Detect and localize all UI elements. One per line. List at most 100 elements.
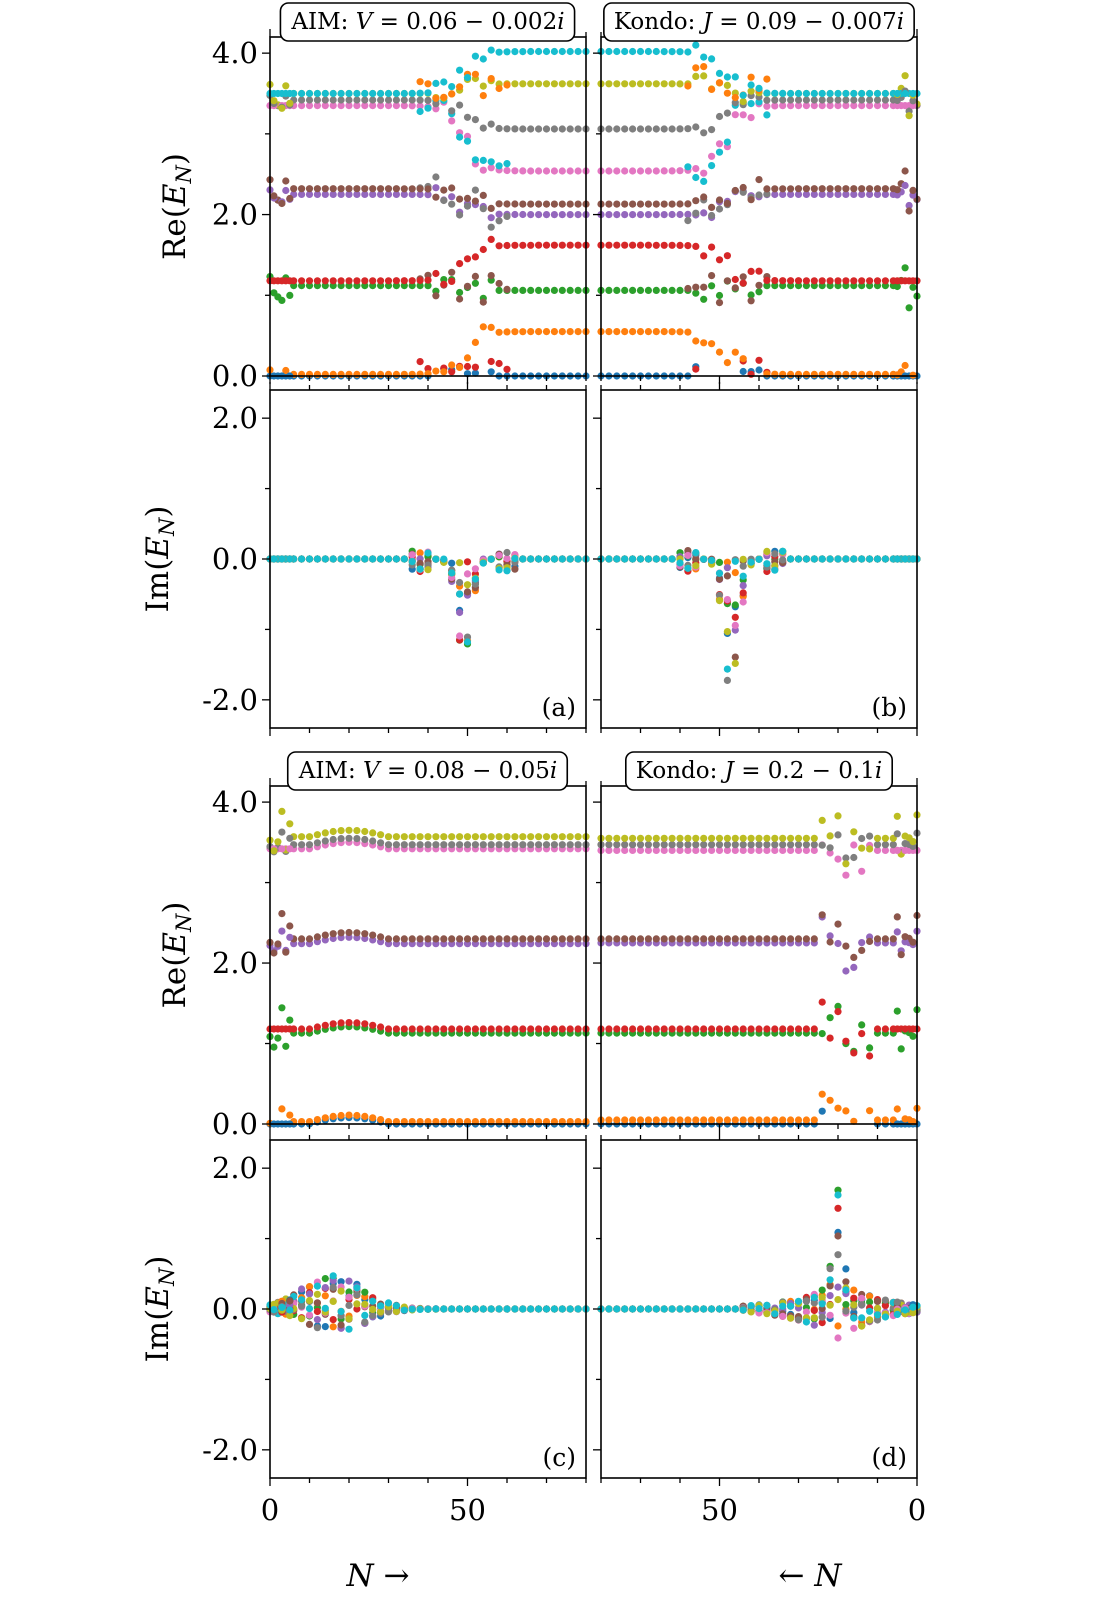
energy-point bbox=[747, 558, 755, 566]
energy-point bbox=[329, 1112, 337, 1120]
energy-point bbox=[893, 186, 901, 194]
energy-point bbox=[873, 935, 882, 943]
energy-point bbox=[605, 211, 613, 219]
energy-point bbox=[527, 841, 535, 849]
energy-point bbox=[842, 555, 850, 563]
energy-point bbox=[463, 588, 472, 596]
energy-point bbox=[787, 370, 795, 378]
energy-point bbox=[700, 935, 708, 943]
energy-point bbox=[542, 80, 551, 88]
energy-point bbox=[747, 100, 755, 108]
energy-point bbox=[787, 834, 795, 842]
energy-point bbox=[787, 185, 795, 193]
energy-point bbox=[731, 659, 739, 668]
energy-point bbox=[535, 47, 543, 56]
energy-point bbox=[909, 1303, 917, 1311]
energy-point bbox=[684, 200, 692, 208]
energy-point bbox=[893, 913, 901, 921]
energy-point bbox=[416, 89, 424, 97]
energy-point bbox=[566, 833, 574, 841]
energy-point bbox=[558, 841, 566, 849]
energy-point bbox=[353, 1019, 361, 1027]
energy-point bbox=[636, 47, 645, 56]
energy-point bbox=[708, 243, 716, 251]
energy-point bbox=[456, 133, 464, 141]
energy-point bbox=[850, 1301, 858, 1309]
energy-point bbox=[834, 1283, 842, 1291]
energy-point bbox=[676, 834, 684, 842]
energy-point bbox=[873, 190, 882, 198]
energy-point bbox=[739, 841, 747, 849]
energy-point bbox=[456, 578, 464, 587]
energy-point bbox=[613, 1116, 621, 1124]
energy-point bbox=[487, 46, 495, 54]
energy-point bbox=[731, 569, 739, 577]
energy-point bbox=[463, 202, 472, 210]
energy-point bbox=[463, 354, 472, 362]
energy-point bbox=[621, 125, 629, 133]
energy-point bbox=[353, 835, 361, 843]
energy-point bbox=[286, 1025, 294, 1033]
energy-point bbox=[345, 928, 353, 937]
energy-point bbox=[731, 621, 739, 630]
energy-point bbox=[660, 125, 668, 133]
energy-point bbox=[408, 190, 416, 198]
energy-point bbox=[700, 72, 708, 80]
energy-point bbox=[763, 834, 771, 842]
energy-point bbox=[286, 99, 294, 107]
energy-point bbox=[278, 1004, 286, 1012]
energy-point bbox=[755, 1025, 763, 1033]
energy-point bbox=[771, 566, 779, 574]
energy-point bbox=[901, 181, 909, 190]
energy-point bbox=[901, 846, 909, 855]
energy-point bbox=[818, 96, 826, 104]
energy-point bbox=[866, 1292, 874, 1300]
energy-point bbox=[818, 1319, 826, 1327]
x-tick-label: 0 bbox=[261, 1493, 279, 1527]
energy-point bbox=[495, 359, 503, 368]
energy-point bbox=[487, 357, 495, 366]
energy-point bbox=[329, 1020, 337, 1028]
energy-point bbox=[652, 841, 660, 849]
energy-point bbox=[487, 158, 495, 166]
energy-point bbox=[676, 125, 684, 133]
energy-point bbox=[321, 1323, 329, 1331]
energy-point bbox=[471, 369, 479, 377]
energy-point bbox=[723, 1116, 732, 1124]
energy-point bbox=[377, 933, 385, 941]
energy-point bbox=[905, 207, 913, 215]
energy-point bbox=[873, 1304, 882, 1312]
energy-point bbox=[574, 200, 582, 208]
energy-point bbox=[361, 1311, 369, 1319]
energy-point bbox=[684, 935, 692, 943]
energy-point bbox=[424, 549, 432, 557]
energy-point bbox=[535, 80, 543, 88]
energy-point bbox=[731, 1305, 739, 1313]
energy-point bbox=[842, 942, 850, 950]
y-tick-label: 4.0 bbox=[212, 785, 258, 819]
energy-point bbox=[692, 562, 700, 570]
energy-point bbox=[644, 286, 653, 294]
energy-point bbox=[834, 190, 842, 198]
energy-point bbox=[818, 102, 826, 110]
energy-point bbox=[684, 841, 692, 849]
energy-point bbox=[802, 89, 811, 98]
energy-point bbox=[337, 1321, 345, 1329]
energy-point bbox=[605, 286, 613, 294]
energy-point bbox=[629, 834, 637, 842]
energy-point bbox=[432, 193, 440, 201]
energy-point bbox=[471, 1025, 479, 1033]
energy-point bbox=[858, 102, 866, 110]
energy-point bbox=[487, 1025, 495, 1033]
energy-point bbox=[369, 1021, 377, 1029]
energy-point bbox=[605, 834, 613, 842]
energy-point bbox=[329, 1272, 337, 1280]
energy-point bbox=[337, 370, 345, 378]
energy-point bbox=[834, 855, 842, 863]
energy-point bbox=[834, 555, 842, 563]
energy-point bbox=[842, 190, 850, 198]
energy-point bbox=[644, 555, 653, 563]
energy-point bbox=[542, 1305, 551, 1313]
energy-point bbox=[755, 356, 763, 364]
energy-point bbox=[448, 935, 456, 943]
